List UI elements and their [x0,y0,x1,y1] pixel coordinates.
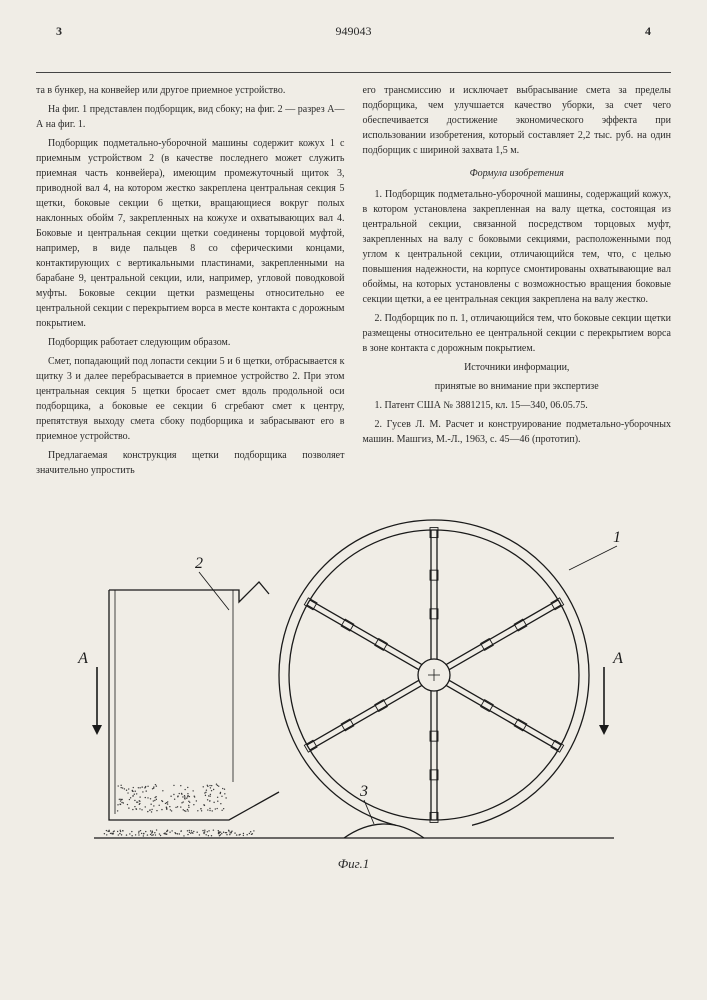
sources-subheading: принятые во внимание при экспертизе [363,379,672,394]
paragraph: Смет, попадающий под лопасти секции 5 и … [36,354,345,444]
text-columns: та в бункер, на конвейер или другое прие… [36,83,671,482]
claim: 2. Подборщик по п. 1, отличающийся тем, … [363,311,672,356]
document-number: 949043 [336,24,372,39]
svg-text:2: 2 [195,555,203,572]
column-right: его трансмиссию и исключает выбрасывание… [363,83,672,482]
paragraph: Подборщик подметально-уборочной машины с… [36,136,345,331]
page-header: 3 949043 4 [36,24,671,64]
paragraph: Подборщик работает следующим образом. [36,335,345,350]
figure-svg: 1 2 3 А А [74,500,634,850]
svg-text:А: А [77,650,88,667]
svg-text:1: 1 [613,529,621,546]
header-rule [36,72,671,73]
page-number-left: 3 [56,24,62,39]
page-number-right: 4 [645,24,651,39]
sources-heading: Источники информации, [363,360,672,375]
figure-1: 1 2 3 А А Фиг.1 [36,500,671,872]
paragraph: Предлагаемая конструкция щетки подборщик… [36,448,345,478]
paragraph: его трансмиссию и исключает выбрасывание… [363,83,672,158]
formula-heading: Формула изобретения [363,166,672,181]
svg-text:3: 3 [359,783,368,800]
paragraph: та в бункер, на конвейер или другое прие… [36,83,345,98]
paragraph: На фиг. 1 представлен подборщик, вид сбо… [36,102,345,132]
figure-label: Фиг.1 [36,856,671,872]
column-left: та в бункер, на конвейер или другое прие… [36,83,345,482]
source-item: 1. Патент США № 3881215, кл. 15—340, 06.… [363,398,672,413]
svg-text:А: А [612,650,623,667]
claim: 1. Подборщик подметально-уборочной машин… [363,187,672,307]
source-item: 2. Гусев Л. М. Расчет и конструирование … [363,417,672,447]
